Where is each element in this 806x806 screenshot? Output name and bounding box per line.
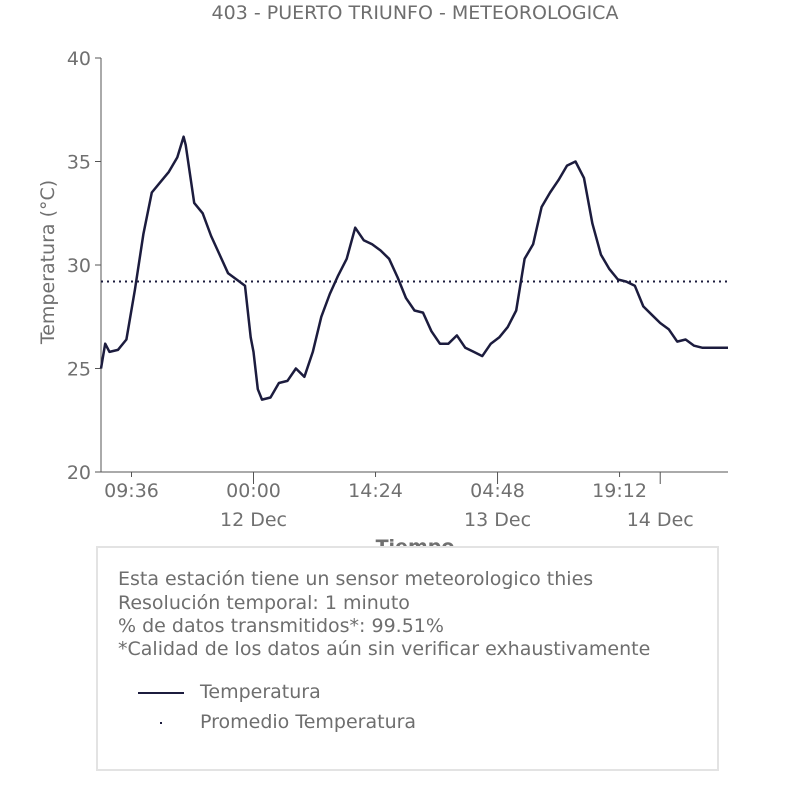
x-tick-date-label: 13 Dec [464,509,531,531]
y-tick-label: 40 [67,48,91,70]
legend-label-promedio: Promedio Temperatura [200,711,417,733]
chart-title: 403 - PUERTO TRIUNFO - METEOROLOGICA [211,2,619,24]
x-tick-label: 09:36 [104,480,159,502]
y-axis: 20 25 30 35 40 [67,48,102,484]
legend-label-temperatura: Temperatura [200,681,321,703]
x-tick-label: 14:24 [348,480,403,502]
info-box: Esta estación tiene un sensor meteorolog… [96,546,719,771]
legend-solid-line-swatch [138,692,184,694]
legend-dot-swatch [160,722,162,724]
y-axis-label: Temperatura (°C) [37,180,59,345]
station-sensor-text: Esta estación tiene un sensor meteorolog… [118,568,594,590]
x-tick-label: 19:12 [592,480,647,502]
plot-area [99,135,728,401]
temperature-chart: 20 25 30 35 40 09:36 00:00 12 Dec 14:24 04:48 13 … [37,48,728,558]
y-tick-label: 35 [67,152,91,174]
x-tick-label: 04:48 [470,480,525,502]
x-tick-date-label: 12 Dec [220,509,287,531]
x-axis: 09:36 00:00 12 Dec 14:24 04:48 13 Dec 19:12 14 … [101,471,728,531]
y-tick-label: 20 [67,462,91,484]
transmitted-data-text: % de datos transmitidos*: 99.51% [118,615,444,637]
y-tick-label: 25 [67,359,91,381]
y-tick-label: 30 [67,255,91,277]
temporal-resolution-text: Resolución temporal: 1 minuto [118,592,410,614]
quality-note-text: *Calidad de los datos aún sin verificar … [118,638,651,660]
temperature-series-line [99,135,728,401]
x-tick-date-label: 14 Dec [627,509,694,531]
x-tick-label: 00:00 [226,480,281,502]
